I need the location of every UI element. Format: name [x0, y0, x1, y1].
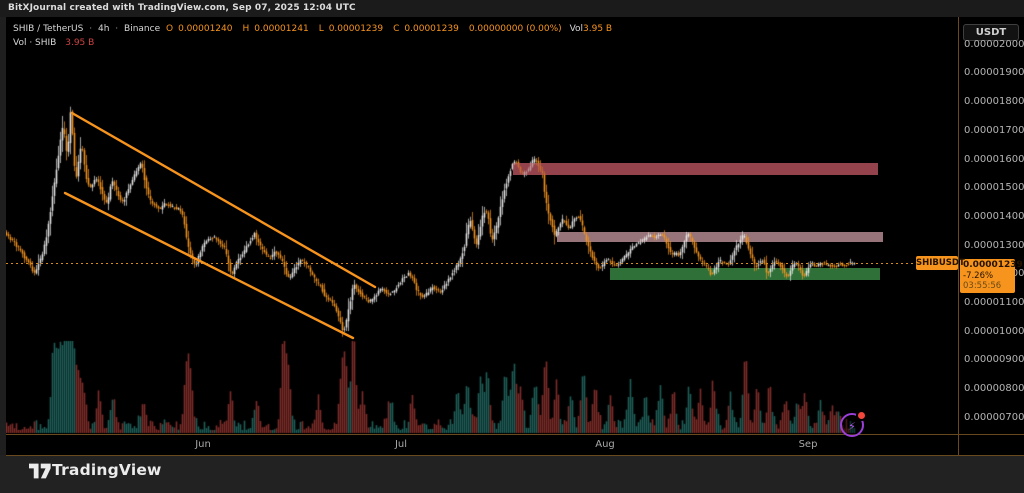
- symbol-price-tag: SHIBUSDT: [916, 256, 965, 271]
- chart-widget: SHIB / TetherUS · 4h · Binance O 0.000012…: [6, 17, 1024, 456]
- axis-corner-separator: [958, 435, 959, 455]
- legend-exchange[interactable]: Binance: [124, 24, 161, 34]
- legend-row-main: SHIB / TetherUS · 4h · Binance O 0.000012…: [13, 22, 617, 36]
- price-axis-label: 0.00001400: [964, 210, 1024, 222]
- legend-volume-value: 3.95 B: [65, 38, 95, 48]
- time-axis-label: Aug: [595, 439, 615, 450]
- lightning-bolt-icon: ⚡: [848, 420, 856, 433]
- legend-separator: ·: [89, 24, 93, 34]
- legend-change: 0.00000000 (0.00%): [468, 24, 562, 34]
- price-axis-label: 0.00001600: [964, 153, 1024, 165]
- price-axis-label: 0.00000800: [964, 383, 1024, 395]
- candlestick-canvas[interactable]: [6, 17, 958, 434]
- bar-countdown: 03:55:56: [963, 281, 1002, 292]
- price-axis-label: 0.00001700: [964, 124, 1024, 136]
- price-axis-label: 0.00000900: [964, 354, 1024, 366]
- attribution-text: BitXJournal created with TradingView.com…: [8, 3, 356, 13]
- attribution-bar: BitXJournal created with TradingView.com…: [0, 0, 1024, 17]
- legend-row-volume: Vol · SHIB 3.95 B: [13, 36, 617, 50]
- price-axis-label: 0.00001100: [964, 297, 1024, 308]
- price-axis-label: 0.00001900: [964, 67, 1024, 79]
- footer-bar: TradingView: [0, 455, 1024, 493]
- time-axis[interactable]: Jun Jul Aug Sep: [6, 434, 1024, 456]
- price-axis[interactable]: USDT 0.00002000 0.00001900 0.00001800 0.000…: [958, 17, 1024, 434]
- legend-separator: ·: [115, 24, 119, 34]
- price-axis-label: 0.00000700: [964, 411, 1024, 423]
- legend-symbol[interactable]: SHIB / TetherUS: [13, 24, 84, 34]
- legend-vol-value: 3.95 B: [583, 24, 613, 34]
- last-price-axis-label: 0.00001239 -7.26% 03:55:56: [960, 259, 1023, 293]
- channel-lower-trendline[interactable]: [63, 191, 355, 340]
- chart-legend: SHIB / TetherUS · 4h · Binance O 0.000012…: [13, 22, 617, 50]
- price-axis-label: 0.00001800: [964, 96, 1024, 108]
- last-price-dotted-line: [6, 263, 916, 265]
- tradingview-logo-text[interactable]: TradingView: [52, 461, 162, 479]
- refresh-icon[interactable]: ⚡: [840, 412, 865, 437]
- descending-channel-drawing[interactable]: [6, 17, 958, 434]
- channel-upper-trendline[interactable]: [70, 111, 377, 289]
- legend-interval[interactable]: 4h: [97, 24, 110, 34]
- currency-toggle-button[interactable]: USDT: [963, 24, 1019, 41]
- price-axis-label: 0.00001500: [964, 182, 1024, 194]
- last-price-change: -7.26%: [963, 270, 994, 281]
- time-axis-label: Sep: [798, 439, 818, 450]
- legend-volume-study[interactable]: Vol · SHIB: [13, 38, 57, 48]
- legend-vol-label: Vol: [569, 24, 584, 34]
- price-axis-label: 0.00001300: [964, 239, 1024, 251]
- time-axis-label: Jul: [394, 439, 408, 450]
- supply-zone-overlay: [513, 163, 878, 175]
- price-axis-label: 0.00002000: [964, 38, 1024, 50]
- time-axis-label: Jun: [195, 439, 211, 450]
- last-price-value: 0.00001239: [963, 260, 1023, 271]
- notification-dot: [858, 412, 865, 419]
- tradingview-logo-icon[interactable]: [29, 461, 51, 481]
- price-axis-label: 0.00001000: [964, 325, 1024, 337]
- legend-ohlc: O 0.00001240 H 0.00001241 L 0.00001239 C 0.0000…: [166, 24, 562, 34]
